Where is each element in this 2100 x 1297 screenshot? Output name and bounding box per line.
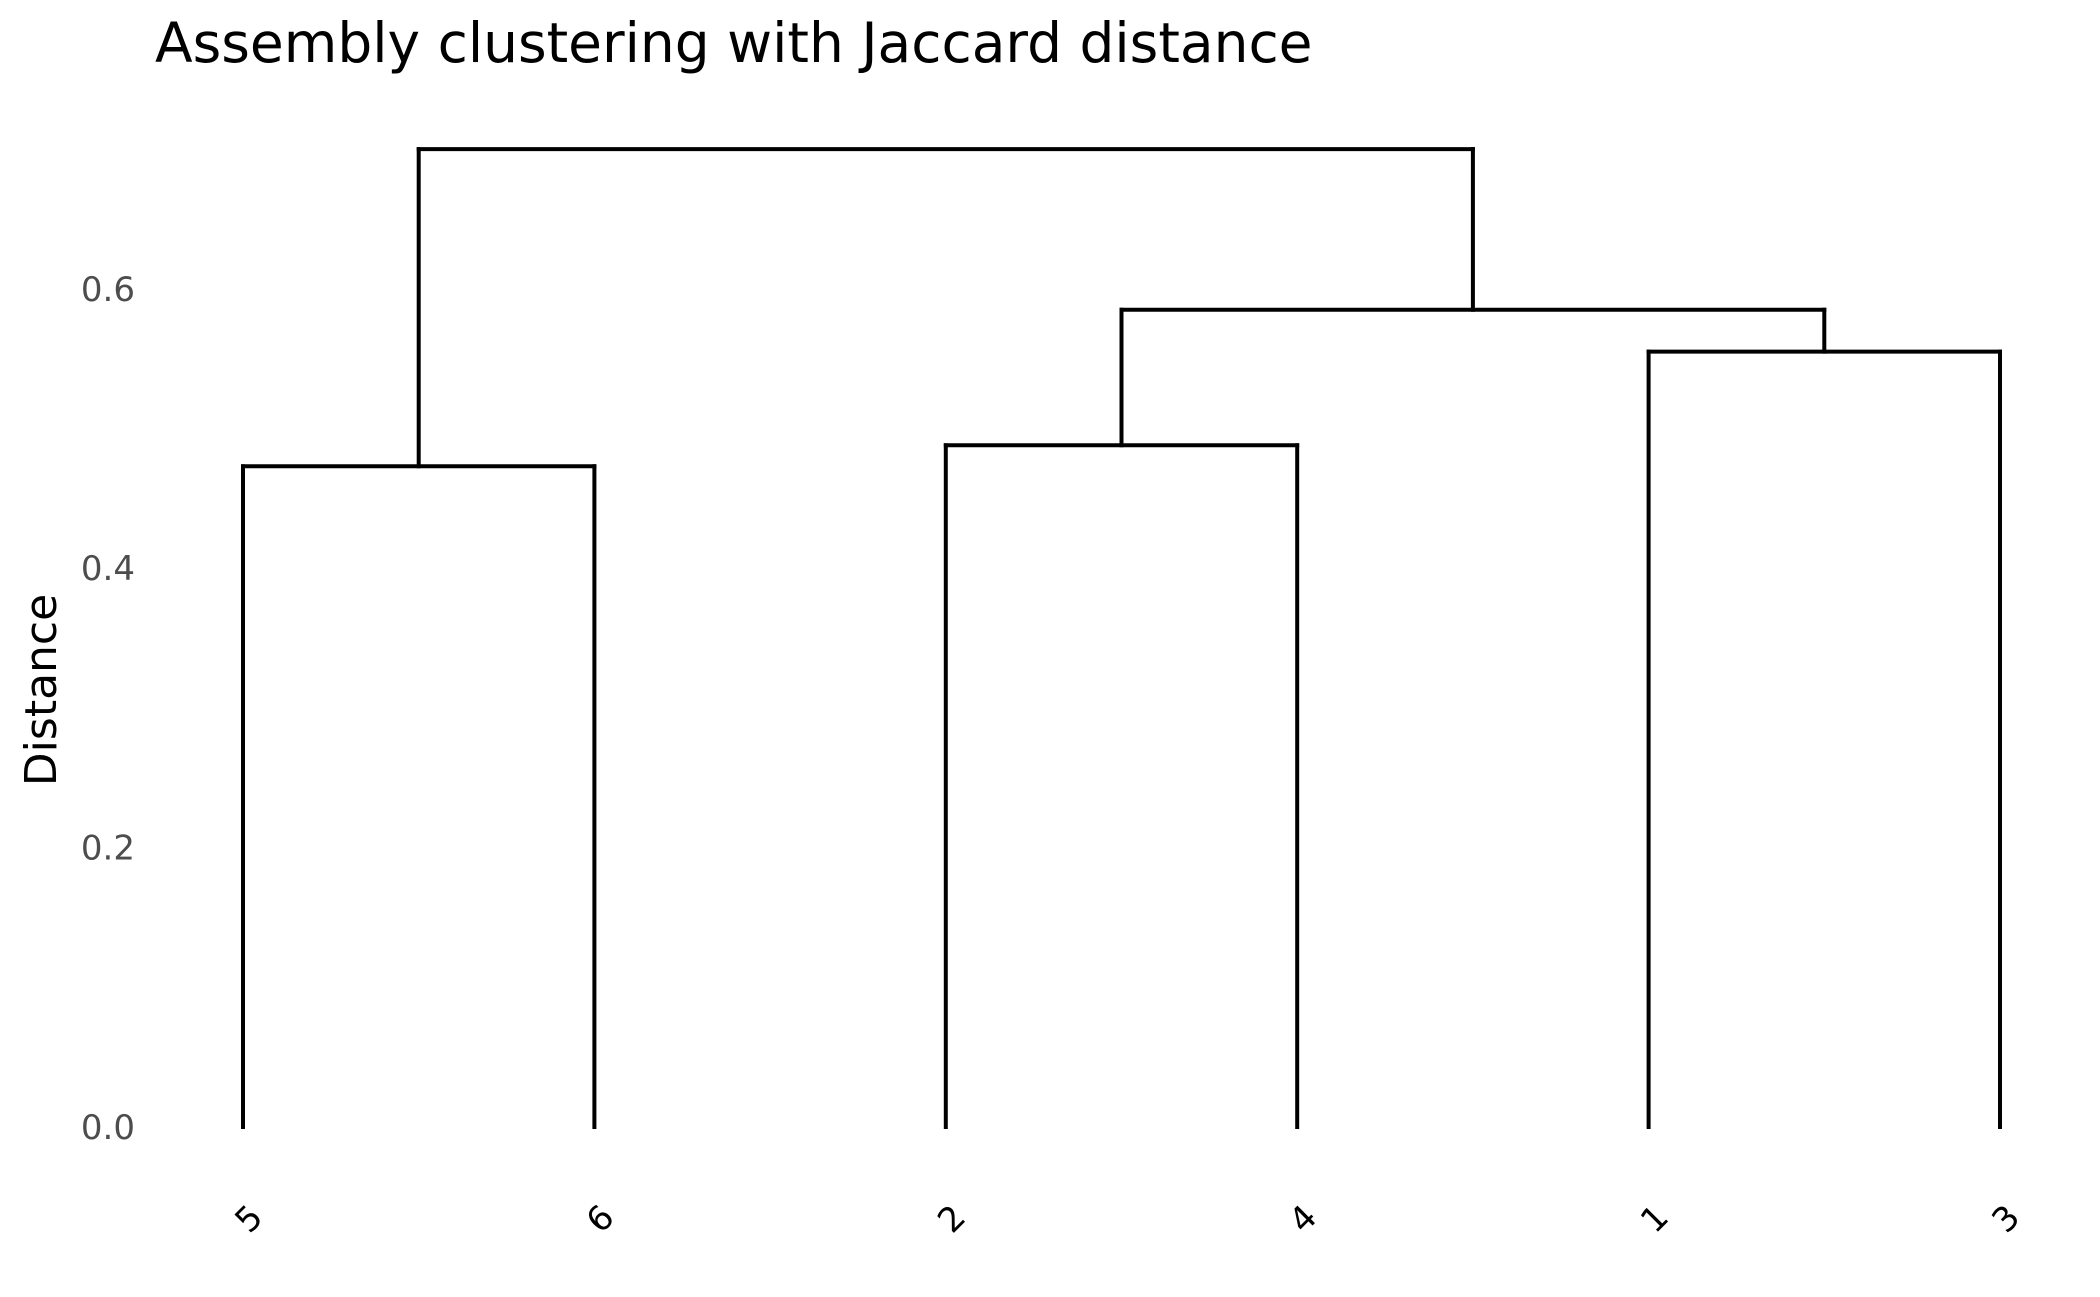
dendrogram-branches — [241, 147, 2002, 1129]
y-tick-label: 0.4 — [81, 549, 135, 589]
y-tick-label: 0.6 — [81, 270, 135, 310]
leaf-labels: 5 6 2 4 1 3 — [227, 1197, 2028, 1241]
leaf-label: 2 — [930, 1197, 974, 1241]
leaf-label: 1 — [1633, 1197, 1677, 1241]
y-tick-label: 0.2 — [81, 829, 135, 869]
leaf-label: 3 — [1984, 1197, 2028, 1241]
y-axis-label: Distance — [16, 594, 67, 786]
leaf-label: 4 — [1282, 1197, 1326, 1241]
y-axis-ticks: 0.0 0.2 0.4 0.6 — [81, 270, 135, 1148]
leaf-label: 6 — [579, 1197, 623, 1241]
leaf-label: 5 — [227, 1197, 271, 1241]
chart-title: Assembly clustering with Jaccard distanc… — [155, 11, 1313, 75]
y-tick-label: 0.0 — [81, 1108, 135, 1148]
